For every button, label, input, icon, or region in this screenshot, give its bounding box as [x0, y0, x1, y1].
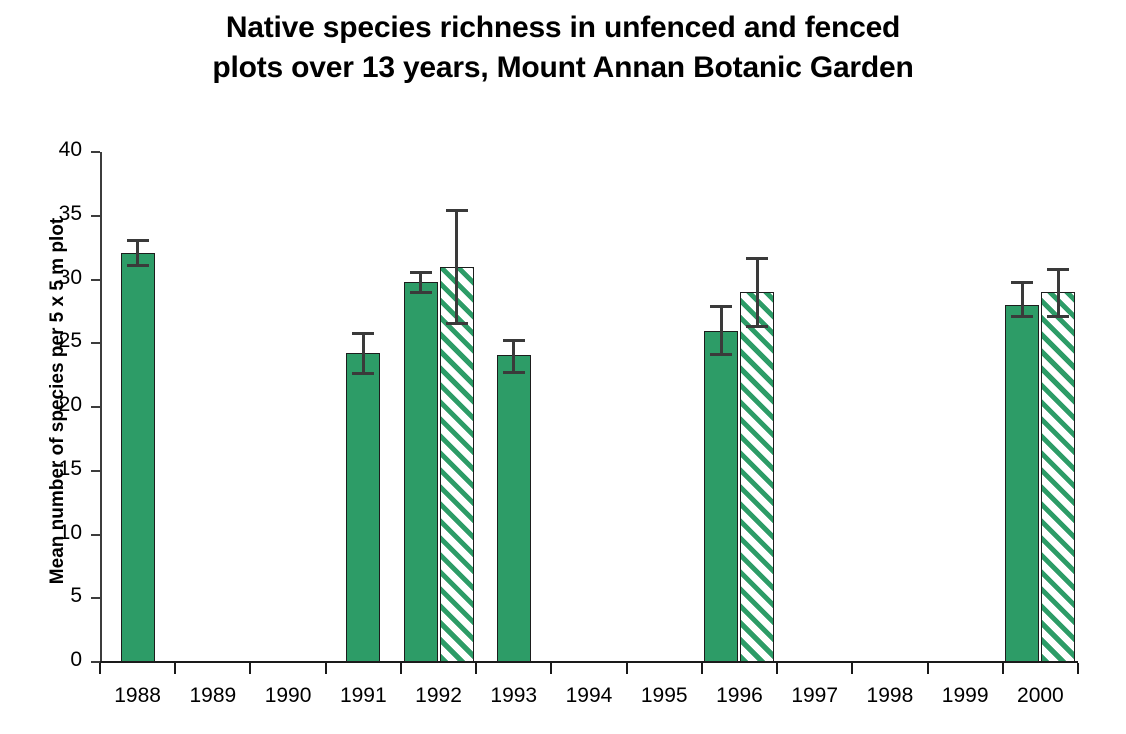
y-tick [91, 597, 100, 600]
x-axis-line [100, 661, 1078, 663]
x-tick-label: 1996 [716, 684, 763, 707]
x-tick-label: 2000 [1017, 684, 1064, 707]
error-bar-cap-bottom [1047, 314, 1070, 318]
y-tick-label: 25 [58, 329, 82, 353]
error-bar-unfenced-1996 [710, 305, 733, 356]
y-tick-label: 0 [70, 648, 82, 671]
error-bar-cap-bottom [352, 372, 375, 376]
y-tick [91, 214, 100, 217]
y-tick [91, 406, 100, 408]
y-tick [91, 533, 100, 536]
x-tick-label: 1990 [264, 684, 312, 707]
bar-fenced-1996 [740, 292, 775, 662]
x-tick [550, 663, 553, 674]
x-tick [926, 663, 929, 674]
error-bar-cap-top [710, 305, 733, 308]
x-tick-label: 1994 [565, 684, 613, 707]
bar-unfenced-1992 [403, 282, 438, 662]
x-tick-label: 1998 [866, 684, 914, 707]
x-tick-label: 1992 [415, 684, 462, 707]
error-bar-stem [361, 331, 365, 376]
error-bar-unfenced-1993 [502, 339, 525, 374]
error-bar-cap-top [445, 209, 468, 213]
x-tick [249, 663, 252, 674]
x-tick [174, 663, 177, 674]
error-bar-stem [419, 270, 423, 294]
error-bar-unfenced-1992 [409, 270, 432, 294]
chart-title: Native species richness in unfenced and … [0, 8, 1126, 88]
y-tick-label: 40 [58, 138, 82, 161]
y-tick [91, 661, 100, 663]
bar-unfenced-1996 [704, 330, 739, 662]
error-bar-stem [755, 256, 759, 328]
x-tick-label: 1999 [941, 684, 989, 707]
error-bar-fenced-1992 [445, 209, 468, 326]
chart-title-line-1: Native species richness in unfenced and … [225, 11, 901, 44]
x-tick [851, 663, 854, 674]
error-bar-cap-bottom [445, 322, 468, 326]
y-axis-line [100, 152, 102, 663]
error-bar-unfenced-1988 [126, 238, 149, 267]
bar-fenced-1992 [439, 266, 474, 662]
x-tick-label: 1988 [114, 684, 161, 707]
error-bar-cap-top [1047, 268, 1070, 272]
x-tick [475, 663, 478, 674]
x-tick [99, 663, 101, 674]
x-tick-label: 1989 [189, 684, 237, 707]
error-bar-cap-bottom [746, 324, 769, 328]
x-tick [399, 663, 402, 674]
x-tick-label: 1995 [640, 684, 688, 707]
error-bar-stem [719, 305, 723, 356]
error-bar-fenced-1996 [746, 256, 769, 328]
bar-unfenced-1988 [120, 252, 155, 662]
error-bar-stem [512, 339, 516, 374]
bar-unfenced-2000 [1005, 305, 1040, 662]
x-tick [1077, 663, 1079, 674]
error-bar-cap-top [502, 339, 525, 343]
error-bar-cap-bottom [126, 263, 149, 267]
y-tick-label: 30 [58, 265, 82, 289]
error-bar-cap-top [1011, 280, 1034, 284]
x-tick [625, 663, 628, 674]
y-tick-label: 5 [70, 584, 82, 608]
x-tick [1001, 663, 1004, 674]
x-tick-label: 1991 [339, 684, 387, 707]
error-bar-cap-top [746, 256, 769, 260]
error-bar-fenced-2000 [1047, 268, 1070, 318]
bar-unfenced-1993 [496, 354, 531, 662]
bar-unfenced-1991 [346, 353, 381, 662]
error-bar-stem [1020, 280, 1024, 318]
chart-title-line-2: plots over 13 years, Mount Annan Botanic… [212, 50, 914, 84]
y-tick [91, 278, 100, 281]
y-tick-label: 35 [58, 201, 82, 225]
x-tick [324, 663, 327, 674]
plot-frame: 0 5 10 15 20 25 30 35 40 1988 1989 1990 1991 1992 199… [59, 138, 1079, 707]
x-tick [700, 663, 703, 674]
x-tick-label: 1993 [490, 684, 538, 707]
error-bar-stem [136, 238, 140, 267]
error-bar-unfenced-1991 [352, 331, 375, 376]
error-bar-stem [1056, 268, 1060, 318]
error-bar-stem [455, 209, 459, 326]
y-tick [91, 342, 100, 345]
error-bar-cap-top [352, 331, 375, 335]
error-bar-cap-top [409, 270, 432, 274]
error-bar-cap-bottom [502, 370, 525, 374]
error-bar-cap-top [126, 238, 149, 242]
error-bar-cap-bottom [1011, 314, 1034, 318]
plot-area: 0 5 10 15 20 25 30 35 40 1988 1989 1990 1991 1992 199… [59, 138, 1079, 707]
x-tick [776, 663, 779, 674]
error-bar-cap-bottom [710, 353, 733, 356]
error-bar-cap-bottom [409, 290, 432, 294]
y-tick [91, 469, 100, 472]
bar-fenced-2000 [1041, 292, 1076, 662]
x-tick-label: 1997 [791, 684, 839, 707]
y-tick-label: 15 [58, 456, 82, 480]
y-tick-label: 10 [58, 520, 82, 544]
y-tick-label: 20 [58, 393, 82, 416]
error-bar-unfenced-2000 [1011, 280, 1034, 318]
y-tick [91, 151, 100, 153]
